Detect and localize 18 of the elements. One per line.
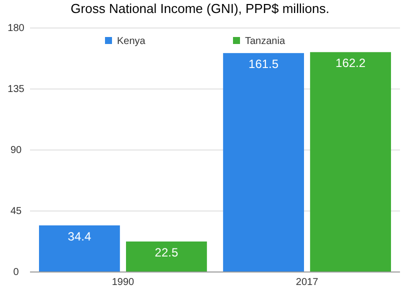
y-tick-label: 0 (13, 267, 20, 278)
bar (310, 52, 391, 272)
data-label: 34.4 (68, 229, 92, 244)
x-tick-label: 2017 (296, 277, 319, 288)
data-label: 22.5 (154, 246, 178, 260)
data-label: 162.2 (336, 56, 366, 70)
data-label: 161.5 (248, 57, 279, 72)
y-tick-label: 90 (10, 145, 22, 156)
y-tick-label: 180 (8, 23, 25, 34)
bar (39, 225, 120, 272)
y-tick-label: 135 (8, 84, 25, 96)
legend-label: Kenya (117, 36, 146, 47)
x-tick-label: 1990 (112, 277, 135, 288)
y-tick-label: 45 (10, 206, 22, 218)
legend-label: Tanzania (245, 36, 286, 47)
bar (126, 242, 207, 272)
chart-title: Gross National Income (GNI), PPP$ millions. (70, 1, 330, 16)
bar (223, 53, 304, 272)
